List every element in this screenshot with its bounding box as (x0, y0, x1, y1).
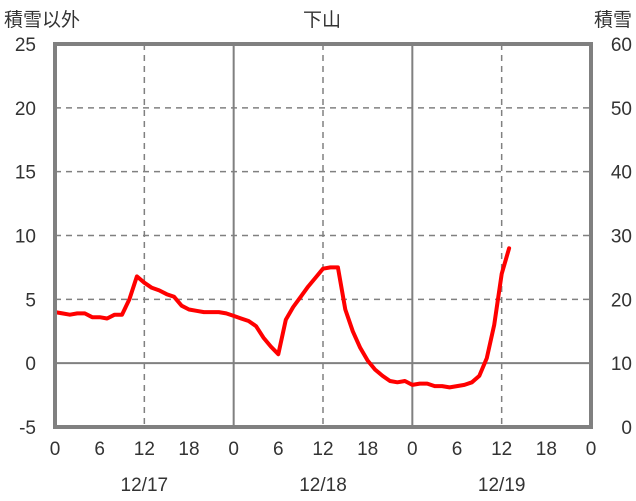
right-tick-label: 50 (611, 99, 632, 120)
right-tick-label: 40 (611, 163, 632, 184)
right-tick-label: 10 (611, 354, 632, 375)
x-tick-label: 0 (586, 439, 597, 460)
plot-frame (53, 42, 593, 429)
left-tick-label: 20 (15, 99, 36, 120)
x-tick-label: 12 (134, 439, 155, 460)
left-tick-label: -5 (19, 418, 36, 439)
left-axis-label: 積雪以外 (4, 9, 80, 31)
x-tick-label: 18 (357, 439, 378, 460)
x-tick-label: 6 (273, 439, 284, 460)
x-tick-label: 0 (50, 439, 61, 460)
x-tick-label: 6 (452, 439, 463, 460)
left-tick-label: 25 (15, 35, 36, 56)
date-label: 12/17 (121, 475, 169, 496)
x-tick-label: 6 (94, 439, 105, 460)
date-label: 12/18 (299, 475, 347, 496)
right-tick-label: 0 (621, 418, 632, 439)
x-tick-label: 18 (536, 439, 557, 460)
left-tick-label: 15 (15, 163, 36, 184)
x-tick-label: 18 (178, 439, 199, 460)
right-tick-label: 30 (611, 227, 632, 248)
left-tick-label: 0 (25, 354, 36, 375)
x-tick-label: 0 (228, 439, 239, 460)
right-tick-label: 60 (611, 35, 632, 56)
grid-lines (55, 44, 591, 427)
series-line (53, 246, 512, 390)
right-axis-label: 積雪 (594, 9, 632, 31)
left-tick-label: 10 (15, 227, 36, 248)
x-tick-label: 12 (491, 439, 512, 460)
series-layer (53, 246, 512, 429)
x-tick-label: 12 (312, 439, 333, 460)
left-tick-label: 5 (25, 290, 36, 311)
chart-title: 下山 (303, 9, 341, 31)
x-tick-label: 0 (407, 439, 418, 460)
date-label: 12/19 (478, 475, 526, 496)
right-tick-label: 20 (611, 290, 632, 311)
